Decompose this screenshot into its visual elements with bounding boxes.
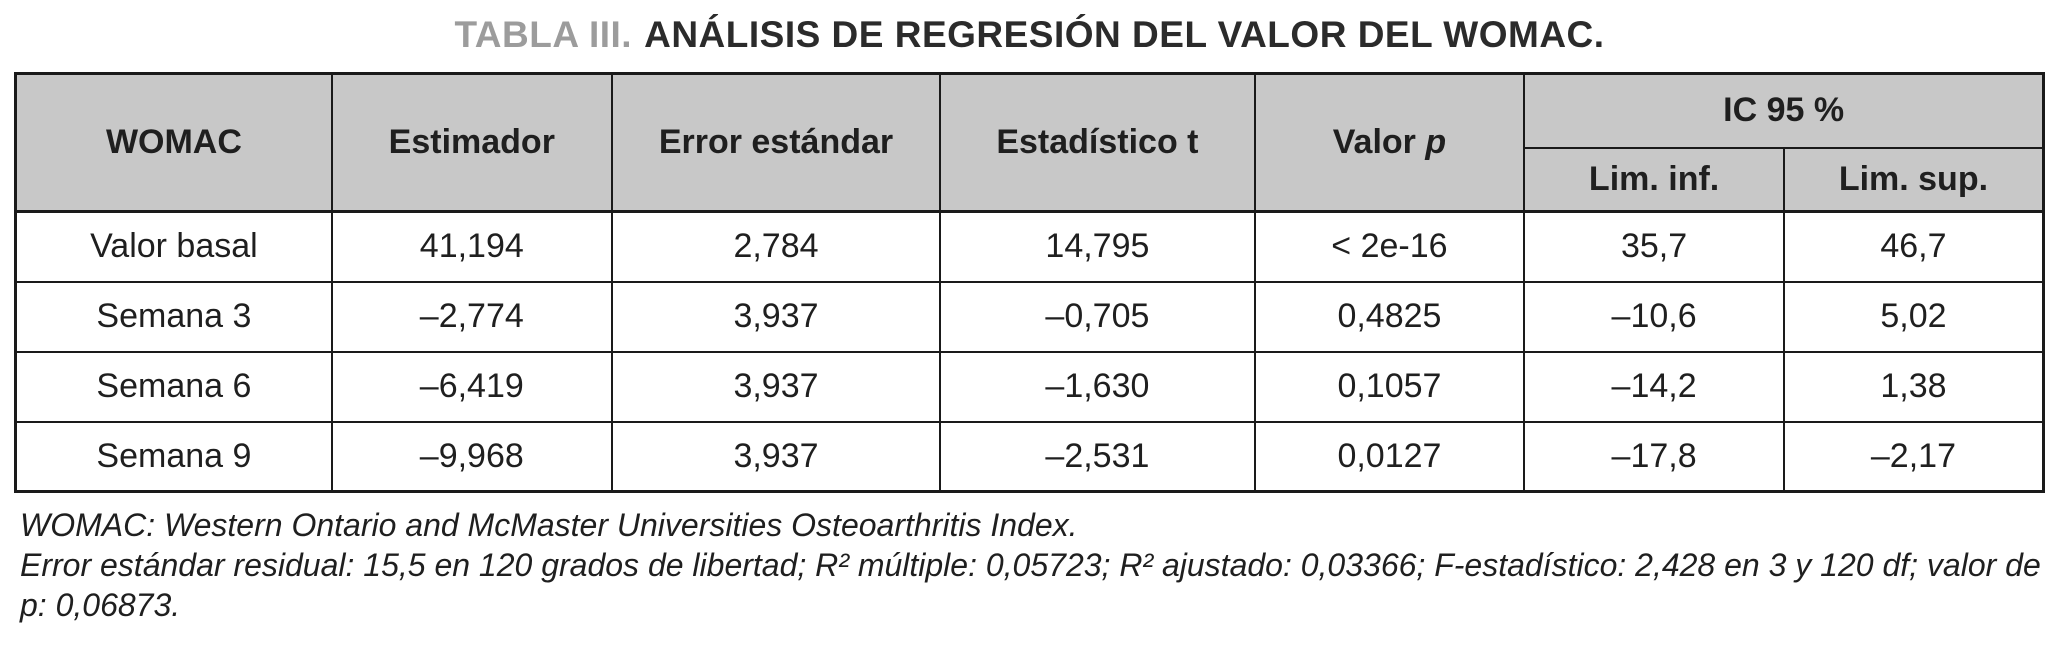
table-row-semana-3: Semana 3 –2,774 3,937 –0,705 0,4825 –10,…: [14, 280, 2045, 353]
cell-error: 3,937: [610, 420, 942, 493]
header-row-sub: Lim. inf. Lim. sup.: [16, 146, 2045, 213]
regression-table: WOMAC Estimador Error estándar Estadísti…: [14, 72, 2045, 493]
cell-lim-inf: –17,8: [1523, 420, 1785, 493]
footnote-womac-definition: WOMAC: Western Ontario and McMaster Univ…: [20, 507, 1078, 543]
cell-error: 3,937: [610, 280, 942, 353]
regression-table-container: WOMAC Estimador Error estándar Estadísti…: [14, 72, 2045, 493]
cell-lim-sup: 1,38: [1782, 350, 2045, 423]
cell-lim-inf: 35,7: [1523, 210, 1785, 283]
cell-estimador: –6,419: [330, 350, 613, 423]
header-cell-ic-95: IC 95 %: [1523, 72, 2045, 149]
header-cell-valor-p: Valor p: [1253, 72, 1526, 213]
header-cell-lim-inf: Lim. inf.: [1523, 146, 1785, 213]
cell-p: < 2e-16: [1253, 210, 1526, 283]
cell-lim-sup: 5,02: [1782, 280, 2045, 353]
row-label: Semana 9: [14, 420, 333, 493]
table-title-text: ANÁLISIS DE REGRESIÓN DEL VALOR DEL WOMA…: [644, 14, 1605, 55]
header-cell-womac: WOMAC: [14, 72, 333, 213]
cell-lim-inf: –10,6: [1523, 280, 1785, 353]
cell-t: 14,795: [939, 210, 1256, 283]
table-row-semana-9: Semana 9 –9,968 3,937 –2,531 0,0127 –17,…: [14, 420, 2045, 493]
header-cell-estimador: Estimador: [330, 72, 613, 213]
table-header: WOMAC Estimador Error estándar Estadísti…: [14, 72, 2045, 213]
row-label: Semana 6: [14, 350, 333, 423]
header-row-top: WOMAC Estimador Error estándar Estadísti…: [14, 72, 2045, 213]
table-title-label: TABLA III.: [454, 14, 633, 55]
valor-p-italic: p: [1425, 123, 1447, 161]
row-label: Semana 3: [14, 280, 333, 353]
cell-t: –1,630: [939, 350, 1256, 423]
cell-lim-inf: –14,2: [1523, 350, 1785, 423]
table-title: TABLA III. ANÁLISIS DE REGRESIÓN DEL VALO…: [0, 14, 2059, 56]
header-cell-error-estandar: Error estándar: [610, 72, 942, 213]
header-cell-lim-sup: Lim. sup.: [1782, 146, 2045, 213]
cell-lim-sup: –2,17: [1782, 420, 2045, 493]
header-cell-estadistico-t: Estadístico t: [939, 72, 1256, 213]
table-footnotes: WOMAC: Western Ontario and McMaster Univ…: [20, 505, 2045, 625]
cell-p: 0,1057: [1253, 350, 1526, 423]
table-body: Valor basal 41,194 2,784 14,795 < 2e-16 …: [14, 210, 2045, 493]
cell-t: –2,531: [939, 420, 1256, 493]
valor-p-prefix: Valor: [1332, 123, 1416, 161]
cell-lim-sup: 46,7: [1782, 210, 2045, 283]
cell-error: 2,784: [610, 210, 942, 283]
cell-p: 0,0127: [1253, 420, 1526, 493]
footnote-regression-stats: Error estándar residual: 15,5 en 120 gra…: [20, 547, 2041, 623]
cell-estimador: –9,968: [330, 420, 613, 493]
table-row-semana-6: Semana 6 –6,419 3,937 –1,630 0,1057 –14,…: [14, 350, 2045, 423]
cell-estimador: –2,774: [330, 280, 613, 353]
table-row-valor-basal: Valor basal 41,194 2,784 14,795 < 2e-16 …: [14, 210, 2045, 283]
row-label: Valor basal: [14, 210, 333, 283]
cell-p: 0,4825: [1253, 280, 1526, 353]
cell-t: –0,705: [939, 280, 1256, 353]
cell-estimador: 41,194: [330, 210, 613, 283]
cell-error: 3,937: [610, 350, 942, 423]
